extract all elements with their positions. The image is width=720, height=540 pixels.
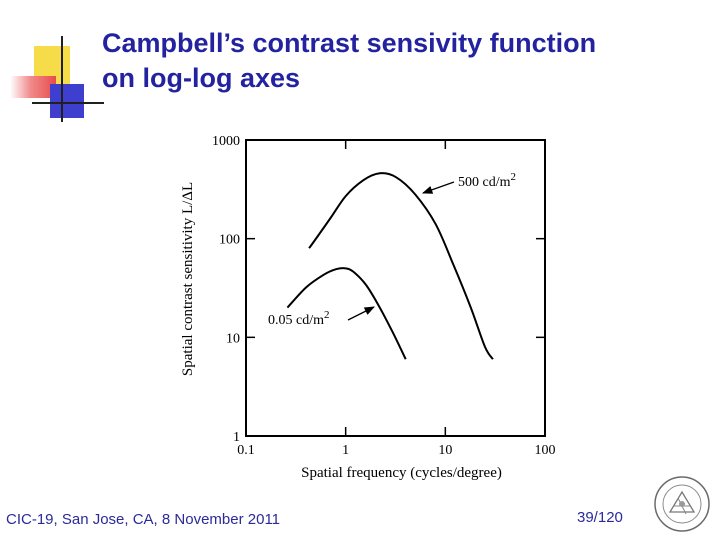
y-tick-label: 1000 [212, 134, 240, 149]
x-tick-label: 100 [535, 443, 556, 458]
annotation-arrow [422, 181, 455, 194]
series-annotation-label: 0.05 cd/m2 [268, 309, 330, 328]
y-tick-label: 100 [219, 233, 240, 248]
series-line-high-luminance [308, 172, 494, 360]
curves [286, 172, 494, 360]
accent-horizontal-rule [32, 102, 104, 104]
x-tick-label: 1 [342, 443, 349, 458]
y-tick-label: 10 [226, 331, 240, 346]
university-seal-icon [654, 476, 710, 532]
page-number: 39/120 [577, 509, 623, 526]
x-tick-label: 0.1 [237, 443, 255, 458]
series-annotations: 500 cd/m2 0.05 cd/m2 [268, 171, 516, 328]
accent-blue-square [50, 84, 84, 118]
annotation-arrow [347, 306, 375, 321]
series-annotation-label: 500 cd/m2 [458, 171, 516, 190]
accent-vertical-rule [61, 36, 63, 122]
x-axis-label: Spatial frequency (cycles/degree) [301, 465, 502, 481]
plot-frame [245, 139, 546, 437]
y-tick-label: 1 [233, 430, 240, 445]
footer-conference: CIC-19, San Jose, CA, 8 November 2011 [6, 511, 281, 528]
x-tick-label: 10 [438, 443, 452, 458]
slide-title: Campbell’s contrast sensivity function o… [102, 26, 712, 96]
slide-title-line-2: on log-log axes [102, 63, 301, 93]
y-axis-label: Spatial contrast sensitivity L/ΔL [180, 182, 196, 376]
accent-red-bar [10, 76, 56, 98]
series-line-low-luminance [286, 267, 407, 360]
tick-marks [246, 140, 545, 436]
slide-title-line-1: Campbell’s contrast sensivity function [102, 28, 597, 58]
